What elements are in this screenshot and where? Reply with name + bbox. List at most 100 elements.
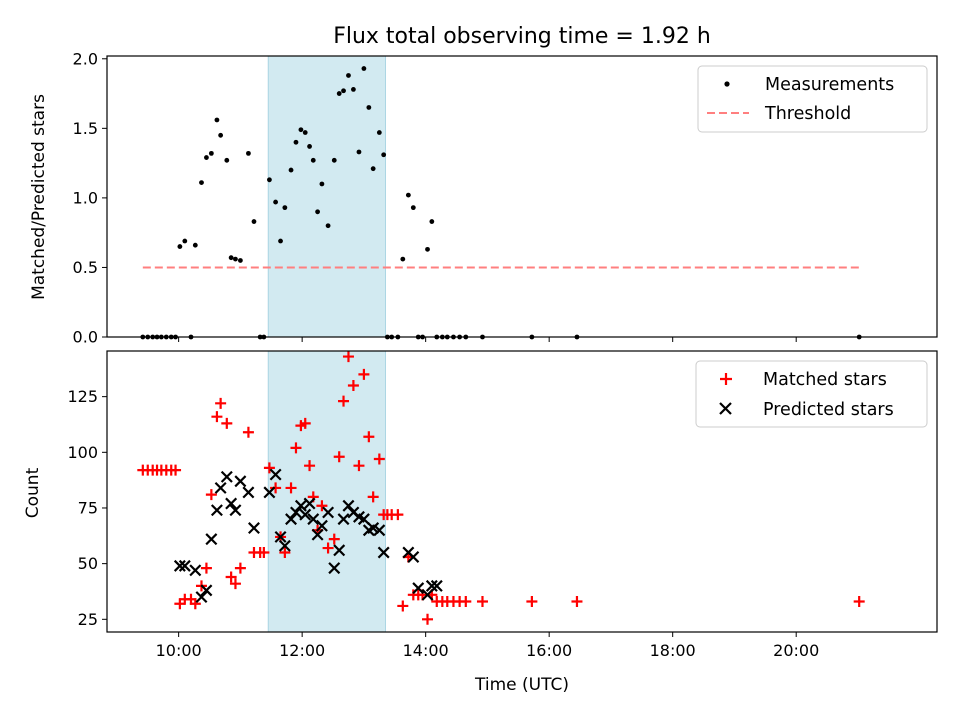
matched-star-point [225,571,237,583]
top-x-ticks [178,337,797,342]
bottom-x-axis-label: Time (UTC) [474,675,569,695]
measurement-point [282,205,288,211]
matched-star-point [299,417,311,429]
bottom-ytick-label: 75 [78,498,98,517]
measurement-point [288,167,294,173]
legend-threshold-label: Threshold [764,104,851,124]
matched-star-point [215,397,227,409]
predicted-star-point [322,506,335,519]
matched-star-point [285,482,297,494]
top-y-ticks: 0.0 0.5 1.0 1.5 2.0 [73,49,107,347]
measurement-point [351,86,356,92]
matched-star-point [221,417,233,429]
matched-star-point [571,595,583,607]
measurement-point [182,238,188,244]
predicted-star-point [289,506,302,519]
measurement-point [370,166,376,172]
measurement-point [228,255,234,261]
predicted-star-point [299,508,312,521]
top-y-axis-label: Matched/Predicted stars [29,94,49,300]
bottom-ytick-label: 125 [67,387,98,406]
matched-star-point [853,595,865,607]
measurement-point [199,180,204,185]
bottom-xtick-label: 12:00 [279,641,325,660]
predicted-star-point [337,513,350,526]
matched-star-point [290,442,302,454]
measurement-point [410,205,416,211]
top-legend: Measurements Threshold [697,65,928,133]
measurement-point [400,256,406,262]
predicted-star-point [421,588,434,601]
legend-matched-marker [720,373,732,385]
bottom-ytick-label: 25 [78,610,98,629]
measurement-point [302,130,308,135]
matched-star-point [316,500,328,512]
bottom-xtick-label: 18:00 [650,641,696,660]
predicted-star-point [248,522,260,534]
predicted-star-point [311,528,324,541]
measurement-point [237,258,243,263]
measurement-point [204,155,209,160]
predicted-star-point [220,470,233,483]
matched-star-point [263,462,275,474]
legend-matched-label: Matched stars [763,370,887,390]
measurement-point [246,150,251,156]
predicted-star-point [210,504,223,517]
matched-star-point [304,460,316,472]
predicted-star-point [315,519,328,532]
measurement-point [273,199,278,205]
measurement-point [376,130,382,135]
measurement-point [218,132,224,138]
bottom-xtick-label: 16:00 [526,641,572,660]
matched-stars-layer [137,351,865,625]
measurement-point [177,244,183,249]
matched-star-point [338,395,350,407]
matched-star-point [460,595,472,607]
predicted-stars-layer [173,468,443,604]
top-ytick-label: 0.0 [73,328,98,347]
predicted-star-point [377,546,390,559]
matched-star-point [342,351,354,363]
matched-star-point [373,453,385,465]
matched-star-point [322,542,334,554]
matched-star-point [170,464,182,476]
bottom-y-ticks: 25 50 75 100 125 [67,387,107,629]
measurement-point [310,157,316,163]
chart-title: Flux total observing time = 1.92 h [333,24,711,49]
bottom-x-ticks: 10:00 12:00 14:00 16:00 18:00 20:00 [156,632,819,660]
predicted-star-point [214,481,227,494]
matched-star-point [328,533,340,545]
bottom-ytick-label: 100 [67,443,98,462]
measurement-point [356,149,362,155]
bottom-xtick-label: 14:00 [403,641,449,660]
bottom-axes-frame [106,350,938,633]
measurement-point [361,66,367,71]
matched-star-point [347,380,359,392]
measurement-point [192,242,198,248]
predicted-star-point [274,530,287,543]
matched-star-point [358,368,370,380]
top-highlight-span [267,55,386,338]
top-axes-frame [106,55,938,338]
predicted-star-point [412,582,425,595]
predicted-star-point [278,539,291,552]
measurement-point [381,152,387,158]
predicted-star-point [234,475,247,488]
matched-star-point [353,460,365,472]
matched-star-point [258,547,270,559]
predicted-star-point [357,513,370,526]
matched-star-point [397,600,409,612]
measurement-point [319,181,325,187]
matched-star-point [367,491,379,503]
measurement-point [267,177,272,183]
measurement-point [331,157,337,163]
measurement-point [425,246,430,252]
matched-star-point [476,595,488,607]
bottom-xtick-label: 20:00 [773,641,819,660]
bottom-panel: 25 50 75 100 125 10:00 12:00 14:00 16:00 18:00 20… [23,350,938,695]
predicted-star-point [242,486,255,499]
matched-star-point [234,562,246,574]
predicted-star-point [173,559,186,572]
predicted-star-point [430,579,443,592]
